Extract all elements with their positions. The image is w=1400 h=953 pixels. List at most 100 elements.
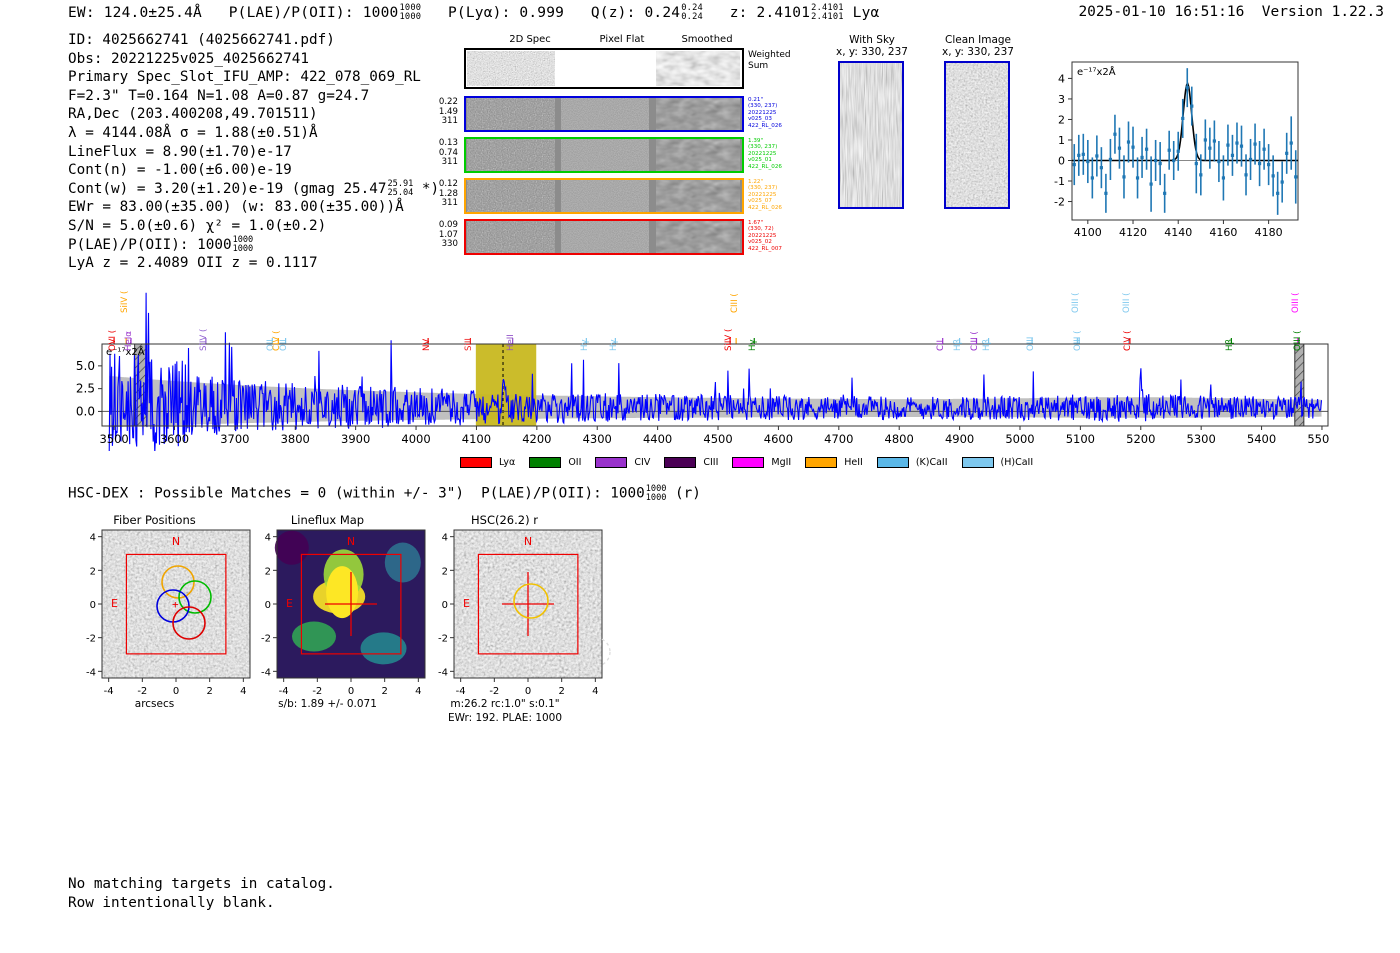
svg-text:4900: 4900 bbox=[945, 432, 974, 446]
info-gmag-range: 25.91 25.04 bbox=[387, 179, 414, 198]
info-primary-spec: Primary Spec_Slot_IFU_AMP: 422_078_069_R… bbox=[68, 69, 421, 86]
legend-item: CIII bbox=[664, 457, 718, 468]
legend-label: HeII bbox=[844, 457, 863, 468]
svg-text:3900: 3900 bbox=[341, 432, 370, 446]
cutout-y-tick: 2 bbox=[442, 566, 448, 577]
fiber-row-image[interactable] bbox=[464, 137, 744, 173]
twod-spec-panel: 2D Spec Pixel Flat Smoothed bbox=[439, 34, 802, 255]
header-version: Version 1.22.3 bbox=[1261, 4, 1384, 20]
cutout-title-lineflux-map: Lineflux Map bbox=[290, 513, 365, 527]
svg-text:-2: -2 bbox=[1054, 196, 1065, 209]
svg-text:3700: 3700 bbox=[220, 432, 249, 446]
info-sn-chi2: S/N = 5.0(±0.6) χ² = 1.0(±0.2) bbox=[68, 217, 327, 234]
legend-label: (H)CaII bbox=[1000, 457, 1034, 468]
cutout-caption-mag: m:26.2 rc:1.0" s:0.1" bbox=[450, 698, 560, 710]
svg-text:4100: 4100 bbox=[462, 432, 491, 446]
svg-text:4140: 4140 bbox=[1164, 226, 1192, 239]
cutout-x-tick: 0 bbox=[173, 686, 179, 697]
cutout-y-tick: 4 bbox=[442, 533, 448, 544]
profile-units-label: e⁻¹⁷x2Å bbox=[1077, 65, 1116, 78]
svg-text:4300: 4300 bbox=[583, 432, 612, 446]
compass-north: N bbox=[172, 535, 180, 548]
legend-item: (K)CaII bbox=[876, 457, 948, 468]
svg-text:e⁻¹⁷x2Å: e⁻¹⁷x2Å bbox=[106, 345, 145, 358]
cutout-x-tick: 4 bbox=[415, 686, 421, 697]
header-qz-value: 0.24 bbox=[644, 4, 681, 21]
header-timestamp: 2025-01-10 16:51:16 bbox=[1078, 4, 1245, 20]
info-redshifts: LyA z = 2.4089 OII z = 0.1117 bbox=[68, 255, 318, 272]
with-sky-title: With Sky bbox=[849, 34, 895, 46]
fiber-row-metrics: 0.12 1.28 311 bbox=[438, 179, 458, 209]
fiber-row-info: 1.22" (330, 237) 20221225 v025_07 422_RL_026 bbox=[748, 179, 782, 211]
cutout-x-tick: -4 bbox=[279, 686, 289, 697]
header-z-label: z: bbox=[729, 4, 748, 21]
fiber-row-image[interactable] bbox=[464, 96, 744, 132]
info-lineflux: LineFlux = 8.90(±1.70)e-17 bbox=[68, 143, 292, 160]
cutout-y-tick: -2 bbox=[261, 634, 271, 645]
clean-image-title: Clean Image bbox=[944, 34, 1012, 46]
svg-text:-1: -1 bbox=[1054, 175, 1065, 188]
svg-text:5300: 5300 bbox=[1187, 432, 1216, 446]
compass-east: E bbox=[111, 597, 118, 610]
legend-item: (H)CaII bbox=[961, 457, 1034, 468]
legend-item: CIV bbox=[595, 457, 650, 468]
info-seeing: F=2.3" T=0.164 N=1.08 A=0.87 g=24.7 bbox=[68, 87, 370, 104]
fiber-row-metrics: 0.13 0.74 311 bbox=[438, 138, 458, 168]
fiber-row-image[interactable] bbox=[464, 178, 744, 214]
cutout-x-tick: 4 bbox=[592, 686, 598, 697]
cutout-y-tick: 4 bbox=[265, 533, 271, 544]
header-qz-label: Q(z): bbox=[590, 4, 636, 21]
header-summary-line: EW: 124.0±25.4Å P(LAE)/P(OII): 10001000 1… bbox=[68, 4, 879, 22]
hsc-cutouts-row: N E + -4 -4 -2 -2 0 0 2 2 4 4 N E -4 -4 -2 -2 0 0 2 2 4 4 N E -4 -4 -… bbox=[62, 512, 682, 712]
hsc-cutout-panel[interactable]: N E + -4 -4 -2 -2 0 0 2 2 4 4 bbox=[86, 529, 251, 697]
cutout-y-tick: 0 bbox=[90, 600, 96, 611]
line-profile-chart: e⁻¹⁷x2Å -2 -1 0 1 2 3 4 4100 4120 4140 4160 4180 bbox=[1054, 61, 1299, 239]
header-plya: P(Lyα): 0.999 bbox=[447, 4, 565, 21]
panel-title-smoothed: Smoothed bbox=[681, 34, 733, 45]
cutout-x-tick: 2 bbox=[558, 686, 564, 697]
svg-text:4500: 4500 bbox=[703, 432, 732, 446]
fiber-row-info: 0.21" (330, 237) 20221225 v025_03 422_RL_026 bbox=[748, 97, 782, 129]
header-plae-value: 1000 bbox=[362, 4, 399, 21]
compass-east: E bbox=[463, 597, 470, 610]
svg-text:4600: 4600 bbox=[764, 432, 793, 446]
info-id: ID: 4025662741 (4025662741.pdf) bbox=[68, 32, 335, 48]
legend-item: HeII bbox=[805, 457, 863, 468]
svg-text:1: 1 bbox=[1058, 134, 1065, 147]
hsc-plae-range: 1000 1000 bbox=[645, 484, 667, 503]
info-lambda: λ = 4144.08Å σ = 1.88(±0.51)Å bbox=[68, 124, 318, 141]
cutout-x-tick: -2 bbox=[312, 686, 322, 697]
svg-text:4800: 4800 bbox=[885, 432, 914, 446]
svg-text:5.0: 5.0 bbox=[76, 359, 95, 373]
svg-text:5400: 5400 bbox=[1247, 432, 1276, 446]
svg-text:5100: 5100 bbox=[1066, 432, 1095, 446]
line-profile-plot: e⁻¹⁷x2Å -2 -1 0 1 2 3 4 4100 4120 4140 4160 4180 bbox=[1036, 52, 1306, 252]
fiber-row-metrics: 0.22 1.49 311 bbox=[438, 97, 458, 127]
svg-text:4400: 4400 bbox=[643, 432, 672, 446]
hsc-cutout-panel[interactable]: N E -4 -4 -2 -2 0 0 2 2 4 4 bbox=[261, 529, 426, 697]
cutout-x-tick: 2 bbox=[206, 686, 212, 697]
legend-item: Lyα bbox=[460, 457, 515, 468]
spectrum-legend: Lyα OII CIV CIII MgII HeII (K)CaII (H)CaII bbox=[460, 450, 1047, 469]
with-sky-coords: x, y: 330, 237 bbox=[836, 46, 908, 58]
compass-north: N bbox=[347, 535, 355, 548]
legend-swatch bbox=[529, 457, 562, 468]
legend-label: CIII bbox=[703, 457, 719, 468]
svg-text:+: + bbox=[172, 598, 179, 611]
cutout-x-tick: -2 bbox=[489, 686, 499, 697]
legend-swatch bbox=[805, 457, 838, 468]
fiber-row-image[interactable] bbox=[464, 219, 744, 255]
fiber-row-metrics: 0.09 1.07 330 bbox=[438, 220, 458, 250]
legend-swatch bbox=[460, 457, 492, 468]
legend-label: MgII bbox=[771, 457, 792, 468]
hsc-cutout-panel[interactable]: N E -4 -4 -2 -2 0 0 2 2 4 4 bbox=[438, 529, 611, 697]
legend-swatch bbox=[664, 457, 697, 468]
svg-text:4180: 4180 bbox=[1255, 226, 1283, 239]
panel-title-2dspec: 2D Spec bbox=[509, 34, 551, 45]
cutout-caption-ewr-plae: EWr: 192. PLAE: 1000 bbox=[447, 712, 563, 724]
header-qz-range: 0.24 0.24 bbox=[681, 3, 703, 22]
header-z-species: Lyα bbox=[852, 4, 880, 21]
legend-swatch bbox=[732, 457, 765, 468]
svg-text:2: 2 bbox=[1058, 113, 1065, 126]
